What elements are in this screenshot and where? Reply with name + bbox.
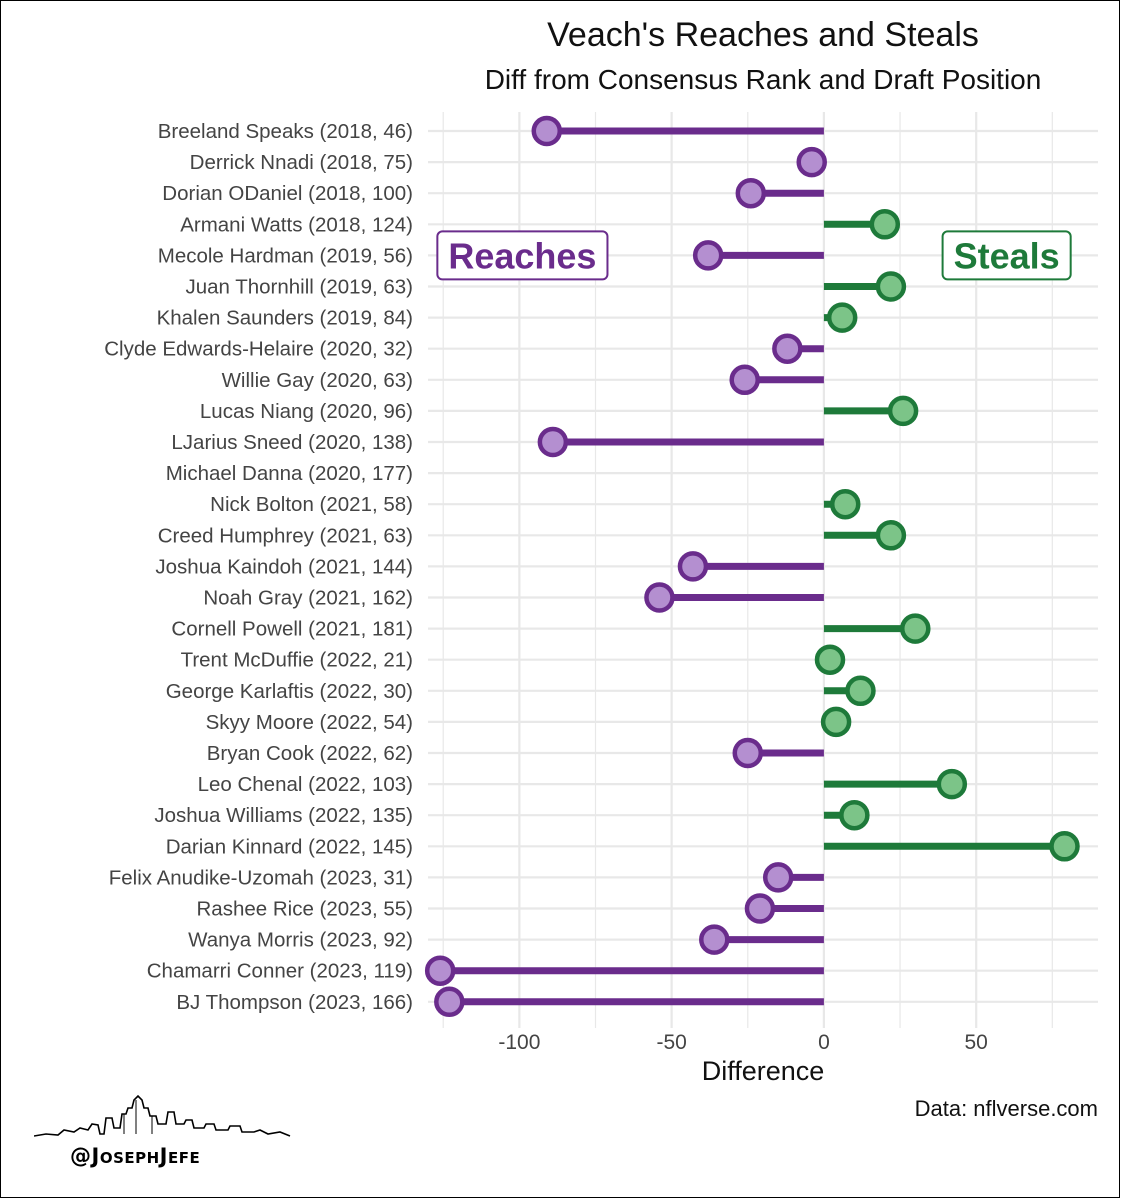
reach-point	[677, 551, 709, 582]
reach-point	[692, 240, 724, 271]
category-label: Wanya Morris (2023, 92)	[188, 929, 413, 952]
steal-point	[1049, 831, 1080, 862]
category-label: Juan Thornhill (2019, 63)	[185, 276, 413, 299]
category-label: Rashee Rice (2023, 55)	[196, 898, 413, 921]
category-label: Lucas Niang (2020, 96)	[200, 400, 413, 423]
steal-point	[814, 644, 846, 675]
steals-annotation-box	[941, 230, 1072, 281]
category-label: Derrick Nnadi (2018, 75)	[190, 151, 413, 174]
category-label: Joshua Kaindoh (2021, 144)	[155, 555, 413, 578]
reach-point	[434, 986, 465, 1018]
reach-point	[735, 177, 767, 209]
reach-point	[744, 893, 776, 924]
category-label: BJ Thompson (2023, 166)	[176, 991, 413, 1014]
reaches-annotation: Reaches	[448, 235, 596, 276]
category-label: Skyy Moore (2022, 54)	[206, 711, 413, 734]
steal-point	[875, 520, 907, 551]
category-label: Khalen Saunders (2019, 84)	[157, 307, 413, 330]
author-handle: @JosephJefe	[70, 1144, 201, 1168]
category-label: Breeland Speaks (2018, 46)	[158, 120, 413, 143]
reach-point	[762, 862, 794, 893]
category-label: Leo Chenal (2022, 103)	[198, 773, 413, 796]
data-marks	[424, 115, 1080, 1018]
x-tick-label: -100	[498, 1031, 540, 1054]
lollipop-chart: Breeland Speaks (2018, 46) Derrick Nnadi …	[104, 112, 1098, 1086]
category-label: Michael Danna (2020, 177)	[166, 462, 413, 485]
steal-point	[829, 488, 861, 520]
steal-point	[839, 799, 870, 831]
steal-point	[826, 302, 858, 333]
data-source-credit: Data: nflverse.com	[914, 1096, 1098, 1121]
category-label: Dorian ODaniel (2018, 100)	[162, 182, 413, 205]
chart-subtitle: Diff from Consensus Rank and Draft Posit…	[484, 64, 1042, 95]
reach-point	[644, 582, 675, 613]
reaches-annotation-box	[436, 230, 609, 281]
category-label: Chamarri Conner (2023, 119)	[147, 960, 413, 983]
reach-point	[424, 955, 456, 986]
category-label: Armani Watts (2018, 124)	[180, 213, 413, 236]
steal-point	[875, 271, 907, 302]
category-label: Trent McDuffie (2022, 21)	[181, 649, 413, 672]
x-tick-label: 50	[965, 1031, 988, 1054]
category-label: Darian Kinnard (2022, 145)	[166, 835, 413, 858]
category-labels: Breeland Speaks (2018, 46) Derrick Nnadi …	[104, 120, 413, 1014]
reach-point	[732, 737, 764, 769]
category-label: Clyde Edwards-Helaire (2020, 32)	[104, 338, 413, 361]
category-label: Noah Gray (2021, 162)	[203, 587, 413, 610]
steal-point	[820, 706, 852, 738]
category-label: Cornell Powell (2021, 181)	[171, 618, 413, 641]
category-label: LJarius Sneed (2020, 138)	[171, 431, 413, 454]
steal-point	[936, 768, 968, 800]
steal-point	[845, 675, 876, 707]
reach-point	[796, 146, 827, 178]
category-label: Mecole Hardman (2019, 56)	[158, 244, 413, 267]
category-label: Nick Bolton (2021, 58)	[210, 493, 413, 516]
category-label: Felix Anudike-Uzomah (2023, 31)	[109, 866, 413, 889]
x-tick-labels: -100 -50 0 50	[498, 1031, 988, 1054]
steals-annotation: Steals	[954, 235, 1060, 276]
x-tick-label: 0	[818, 1031, 830, 1054]
reach-point	[531, 115, 563, 147]
reach-point	[699, 924, 730, 955]
category-label: Joshua Williams (2022, 135)	[154, 804, 413, 827]
category-label: Bryan Cook (2022, 62)	[207, 742, 413, 765]
chart-title: Veach's Reaches and Steals	[547, 16, 979, 54]
category-label: George Karlaftis (2022, 30)	[166, 680, 413, 703]
x-axis-label: Difference	[702, 1056, 825, 1086]
steal-point	[900, 613, 931, 644]
steal-point	[869, 209, 901, 240]
reach-point	[772, 333, 803, 364]
reach-point	[537, 426, 569, 458]
city-skyline-logo	[34, 1094, 291, 1137]
steal-point	[887, 395, 919, 427]
reach-point	[729, 364, 760, 396]
annotations: Reaches Steals	[436, 230, 1072, 281]
category-label: Willie Gay (2020, 63)	[222, 369, 413, 392]
category-label: Creed Humphrey (2021, 63)	[158, 524, 413, 547]
x-tick-label: -50	[656, 1031, 686, 1054]
